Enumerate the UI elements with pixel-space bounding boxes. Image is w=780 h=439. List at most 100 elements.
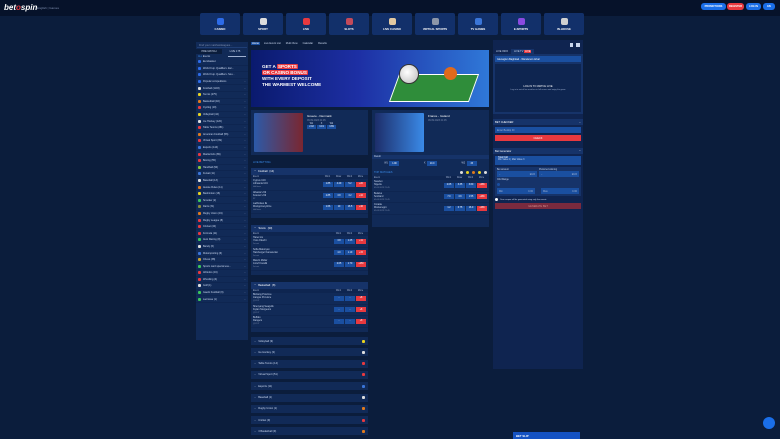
bet-checker-header[interactable]: BET CHECKER ⌄ xyxy=(493,119,583,125)
odd-cell[interactable]: W2 3.89 xyxy=(327,123,336,129)
odd-button[interactable]: 2.05 xyxy=(334,261,344,267)
sidebar-item[interactable]: Formula (11) ⌄ xyxy=(196,230,248,238)
sidebar-item[interactable]: Baseball (13) ⌄ xyxy=(196,178,248,185)
event-row[interactable]: Hanel Lis Yuko Okuchi 1st set 3.8 1.25 +11 xyxy=(251,236,368,248)
sidebar-item[interactable]: Tennis (275) ⌄ xyxy=(196,92,248,99)
collapsed-section[interactable]: ⌄ Baseball (1) xyxy=(251,393,368,402)
sidebar-item[interactable]: Eurobasket xyxy=(196,59,248,66)
odd-button[interactable]: 16.0 xyxy=(466,205,476,211)
odd-button[interactable]: 3.9 xyxy=(455,194,465,200)
sidebar-item[interactable]: World Cup. Qualifiers. Eur... xyxy=(196,66,248,73)
tab-live-tv[interactable]: LIVE TV LIVE xyxy=(511,49,535,54)
bet-amount-input[interactable]: − EUR xyxy=(497,171,537,177)
time-slider[interactable] xyxy=(228,56,246,57)
sidebar-item[interactable]: Badminton (16) ⌄ xyxy=(196,191,248,198)
top-match-row[interactable]: Belarus Scotland 09.09.2023 21:45 7.0 3.9 1.5… xyxy=(372,192,489,203)
nav-tile-sport[interactable]: SPORT xyxy=(243,13,283,35)
odd-button[interactable]: 10.0 xyxy=(427,161,438,166)
total-odd-card[interactable]: Total Odd Min Value 2 | Max Value 3 xyxy=(495,156,581,165)
odd-button[interactable]: - xyxy=(345,295,355,301)
featured-match-card[interactable]: France - Iceland 09.09.2023 21:45 xyxy=(372,110,489,155)
breadcrumb-item[interactable]: Calendar xyxy=(302,42,314,45)
basketball-icon[interactable] xyxy=(472,170,475,174)
max-odd-input[interactable]: Max 0.00 xyxy=(541,188,579,194)
more-markets-button[interactable]: +11 xyxy=(356,238,366,244)
nav-tile-live[interactable]: LIVE xyxy=(286,13,326,35)
tennis-icon[interactable] xyxy=(466,170,469,174)
collapsed-section[interactable]: ⌄ Rugby Union (1) xyxy=(251,404,368,413)
breadcrumb-item[interactable]: Multi View xyxy=(285,42,298,45)
nav-tile-virtual-sports[interactable]: VIRTUAL SPORTS xyxy=(415,13,455,35)
promotions-button[interactable]: PROMOTIONS xyxy=(701,3,726,10)
section-header[interactable]: ⌃ Football (14) xyxy=(251,168,368,175)
odd-button[interactable]: - xyxy=(345,318,355,324)
odd-button[interactable]: - xyxy=(334,318,344,324)
odd-button[interactable]: - xyxy=(334,295,344,301)
sidebar-item[interactable]: Darts (31) ⌄ xyxy=(196,204,248,211)
odd-button[interactable]: 33 xyxy=(466,161,477,166)
collapsed-section[interactable]: ⌄ Table Tennis (14) xyxy=(251,359,368,368)
odd-button[interactable]: 7.0 xyxy=(444,194,454,200)
sidebar-item[interactable]: Gaelic Football (9) ⌄ xyxy=(196,290,248,297)
sidebar-item[interactable]: Lacrosse (1) ⌄ xyxy=(196,296,248,303)
sidebar-item[interactable]: Esports (144) ⌄ xyxy=(196,145,248,152)
odd-button[interactable]: 4.29 xyxy=(334,181,344,187)
more-markets-button[interactable]: +46 xyxy=(356,204,366,210)
sidebar-item[interactable]: Wrestling (4) ⌄ xyxy=(196,277,248,284)
event-row[interactable]: Cyprus U19 Lithuania U19 Half time 1.85 4.29… xyxy=(251,179,368,191)
tab-live[interactable]: LIVE 175 xyxy=(229,50,241,53)
event-row[interactable]: Bishang Province Jiangsu Province Q1 1/2' -… xyxy=(251,293,368,305)
more-markets-button[interactable]: +42 xyxy=(356,193,366,199)
sidebar-item[interactable]: Motorsporting (6) ⌄ xyxy=(196,250,248,257)
search-input[interactable]: Find your matches/leagues... xyxy=(197,43,247,48)
odd-button[interactable]: 1.70 xyxy=(345,261,355,267)
generate-bet-button[interactable]: GENERATE BET xyxy=(495,203,581,209)
event-row[interactable]: Marvin Moller Jozef Kovalik 1st set 2.05 1.7… xyxy=(251,259,368,271)
hockey-icon[interactable] xyxy=(484,170,487,174)
odd-button[interactable]: 1.90 xyxy=(389,161,400,166)
sidebar-item[interactable]: Sports card special eve... ⌄ xyxy=(196,263,248,270)
odd-cell[interactable]: W1 2.02 xyxy=(307,123,316,129)
collapsed-section[interactable]: ⌄ Esports (11) xyxy=(251,382,368,391)
breadcrumb-item[interactable]: Home xyxy=(251,42,260,45)
sidebar-item[interactable]: Aussie Rules (11) ⌄ xyxy=(196,184,248,191)
collapsed-section[interactable]: ⌄ 3 Basketball (9) xyxy=(251,427,368,436)
event-row[interactable]: Ladbrokes IE Montgomeryshire Half time 1.66… xyxy=(251,202,368,214)
login-button[interactable]: LOG IN xyxy=(746,3,761,10)
register-button[interactable]: REGISTER xyxy=(727,3,744,10)
odd-button[interactable]: 5.2 xyxy=(345,181,355,187)
sidebar-item[interactable]: Golf (1) ⌄ xyxy=(196,283,248,290)
mobile-icon[interactable] xyxy=(570,43,573,47)
tab-live-info[interactable]: LIVE INFO xyxy=(496,50,509,53)
sidebar-item[interactable]: Ice Hockey (120) ⌄ xyxy=(196,118,248,125)
video-player[interactable]: LOG IN TO WATCH LIVE Log in to watch liv… xyxy=(495,64,581,112)
nav-tile-in-house[interactable]: IN-HOUSE xyxy=(544,13,584,35)
nav-tile-tv-games[interactable]: TV GAMES xyxy=(458,13,498,35)
odd-button[interactable]: 1.2 xyxy=(444,205,454,211)
sidebar-item[interactable]: Football (1103) ⌄ xyxy=(196,85,248,92)
preferred-winning-input[interactable]: − EUR xyxy=(539,171,579,177)
event-row[interactable]: Shenyang Seagulls Fujian Sturgeons Q3 1/2'… xyxy=(251,305,368,316)
live-only-checkbox[interactable] xyxy=(495,198,498,201)
sidebar-item[interactable]: Rugby Union (19) ⌄ xyxy=(196,211,248,218)
odd-button[interactable]: 3.60 xyxy=(466,182,476,188)
min-odd-input[interactable]: Min 0.00 xyxy=(497,188,535,194)
event-row[interactable]: Sofia Matonyan Hamburger Kamarenko 1st set… xyxy=(251,248,368,259)
odd-button[interactable]: 2.05 xyxy=(444,182,454,188)
expand-chevron-icon[interactable] xyxy=(251,271,368,275)
event-row[interactable]: Albania U19 Kosovo U19 31' 2.85 3.8 3.2 +42 xyxy=(251,191,368,202)
collapsed-section[interactable]: ⌄ Virtual Sport (51) xyxy=(251,370,368,379)
more-markets-button[interactable]: +8 xyxy=(356,307,366,313)
betslip-id-input[interactable]: Enter Betslip ID xyxy=(495,127,581,133)
match-select[interactable]: Glenoglen Baghdad - Wanderers Arkal xyxy=(495,56,581,62)
event-row[interactable]: Buffalo Rangers Q3 1/2' - - +8 xyxy=(251,316,368,328)
sidebar-item[interactable]: Auto Racing (9) ⌄ xyxy=(196,237,248,244)
featured-match-card[interactable]: Greece - Denmark 09.09.2023 21:45 W1 2.02… xyxy=(251,110,368,155)
sidebar-item[interactable]: Boxing (55) ⌄ xyxy=(196,158,248,165)
section-header[interactable]: ⌃ Tennis (30) xyxy=(251,225,368,232)
language-flag-button[interactable]: EN xyxy=(763,3,775,10)
odd-button[interactable]: 10 xyxy=(334,204,344,210)
sidebar-item[interactable]: Bandy (6) ⌄ xyxy=(196,244,248,251)
sidebar-item[interactable]: American Football (56) ⌄ xyxy=(196,132,248,139)
nav-tile-live-casino[interactable]: LIVE CASINO xyxy=(372,13,412,35)
